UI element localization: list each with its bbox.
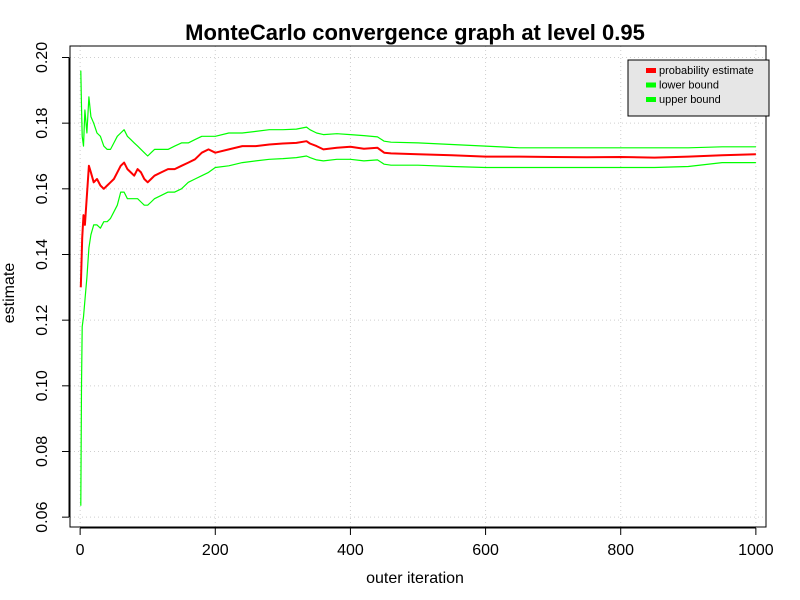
series-line-probability-estimate <box>79 140 756 288</box>
x-tick-label: 1000 <box>738 542 774 559</box>
x-tick-label: 0 <box>76 542 85 559</box>
chart-title: MonteCarlo convergence graph at level 0.… <box>185 20 645 45</box>
y-tick-label: 0.14 <box>34 239 51 270</box>
x-tick-label: 400 <box>337 542 364 559</box>
y-tick-label: 0.12 <box>34 304 51 335</box>
legend-label-lower-bound: lower bound <box>659 80 719 92</box>
y-axis-title: estimate <box>1 263 18 324</box>
legend-label-probability-estimate: probability estimate <box>659 65 754 77</box>
legend-label-upper-bound: upper bound <box>659 94 721 106</box>
grid <box>70 46 766 527</box>
y-tick-label: 0.06 <box>34 501 51 532</box>
y-tick-label: 0.08 <box>34 436 51 467</box>
x-tick-label: 600 <box>472 542 499 559</box>
y-tick-label: 0.16 <box>34 173 51 204</box>
y-tick-label: 0.10 <box>34 370 51 401</box>
y-tick-label: 0.18 <box>34 107 51 138</box>
plot-area <box>79 70 756 506</box>
x-axis-title: outer iteration <box>366 570 464 587</box>
legend: probability estimate lower bound upper bou… <box>627 59 770 117</box>
legend-swatch-upper-bound <box>646 97 656 102</box>
legend-swatch-probability-estimate <box>646 68 656 73</box>
series-line-lower-bound <box>80 155 756 506</box>
x-tick-label: 200 <box>202 542 229 559</box>
x-tick-label: 800 <box>607 542 634 559</box>
y-axis: 0.06 0.08 0.10 0.12 0.14 0.16 0.18 0.20 <box>34 42 70 533</box>
series-line-upper-bound <box>80 70 756 157</box>
legend-swatch-lower-bound <box>646 82 656 88</box>
x-axis: 0 200 400 600 800 1000 <box>76 527 774 559</box>
plot-frame <box>69 45 767 528</box>
y-tick-label: 0.20 <box>34 42 51 73</box>
